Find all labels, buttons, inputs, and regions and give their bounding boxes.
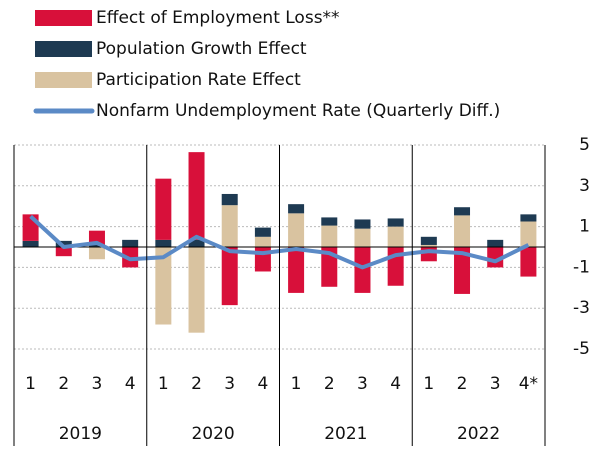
bar — [354, 247, 371, 293]
bar — [520, 247, 537, 277]
group-label: 2019 — [59, 424, 102, 444]
x-tick-label: 3 — [490, 374, 501, 394]
bar — [387, 226, 404, 247]
legend-swatch — [35, 41, 92, 57]
bar — [188, 152, 205, 240]
legend-label: Population Growth Effect — [96, 39, 307, 59]
x-tick-label: 4 — [257, 374, 268, 394]
bar — [55, 240, 72, 247]
x-tick-label: 2 — [58, 374, 69, 394]
bar — [321, 225, 338, 247]
legend-label: Effect of Employment Loss** — [96, 8, 340, 28]
bar — [420, 236, 437, 245]
y-tick-label: 3 — [579, 176, 590, 196]
legend-swatch — [35, 72, 92, 88]
x-tick-label: 4* — [519, 374, 538, 394]
legend-label: Nonfarm Undemployment Rate (Quarterly Di… — [96, 101, 500, 121]
bar — [520, 221, 537, 247]
bar — [188, 247, 205, 333]
bar — [454, 247, 471, 294]
group-label: 2022 — [457, 424, 500, 444]
x-tick-label: 1 — [158, 374, 169, 394]
legend-label: Participation Rate Effect — [96, 70, 301, 90]
bar — [122, 239, 139, 247]
bar — [221, 205, 238, 247]
bar — [221, 247, 238, 306]
x-tick-label: 1 — [291, 374, 302, 394]
y-tick-label: 5 — [579, 135, 590, 155]
y-tick-label: -5 — [573, 339, 590, 359]
bar — [321, 217, 338, 226]
bar — [454, 215, 471, 247]
bar — [487, 239, 504, 247]
x-tick-label: 4 — [125, 374, 136, 394]
bar — [188, 239, 205, 247]
legend-swatch — [35, 10, 92, 26]
bar — [22, 240, 39, 247]
x-tick-label: 2 — [191, 374, 202, 394]
bar — [221, 193, 238, 206]
x-tick-label: 3 — [357, 374, 368, 394]
y-tick-label: -1 — [573, 257, 590, 277]
bar — [88, 244, 105, 247]
bar — [254, 227, 271, 237]
x-tick-label: 3 — [92, 374, 103, 394]
bar — [55, 247, 72, 257]
bar — [420, 244, 437, 247]
y-tick-label: 1 — [579, 217, 590, 237]
bar — [88, 247, 105, 260]
bar — [354, 219, 371, 229]
bar — [88, 230, 105, 245]
group-label: 2021 — [324, 424, 367, 444]
x-tick-label: 3 — [224, 374, 235, 394]
bar — [354, 228, 371, 247]
bar — [288, 213, 305, 247]
bar — [155, 239, 172, 247]
bar — [387, 218, 404, 227]
x-tick-label: 1 — [423, 374, 434, 394]
x-tick-label: 2 — [457, 374, 468, 394]
bar — [155, 178, 172, 240]
x-tick-label: 2 — [324, 374, 335, 394]
bar — [288, 204, 305, 214]
group-label: 2020 — [191, 424, 234, 444]
x-tick-label: 1 — [25, 374, 36, 394]
x-tick-label: 4 — [390, 374, 401, 394]
bar — [254, 236, 271, 247]
bar — [155, 247, 172, 325]
bar — [454, 207, 471, 216]
bar — [520, 214, 537, 222]
y-tick-label: -3 — [573, 298, 590, 318]
bar — [288, 247, 305, 293]
